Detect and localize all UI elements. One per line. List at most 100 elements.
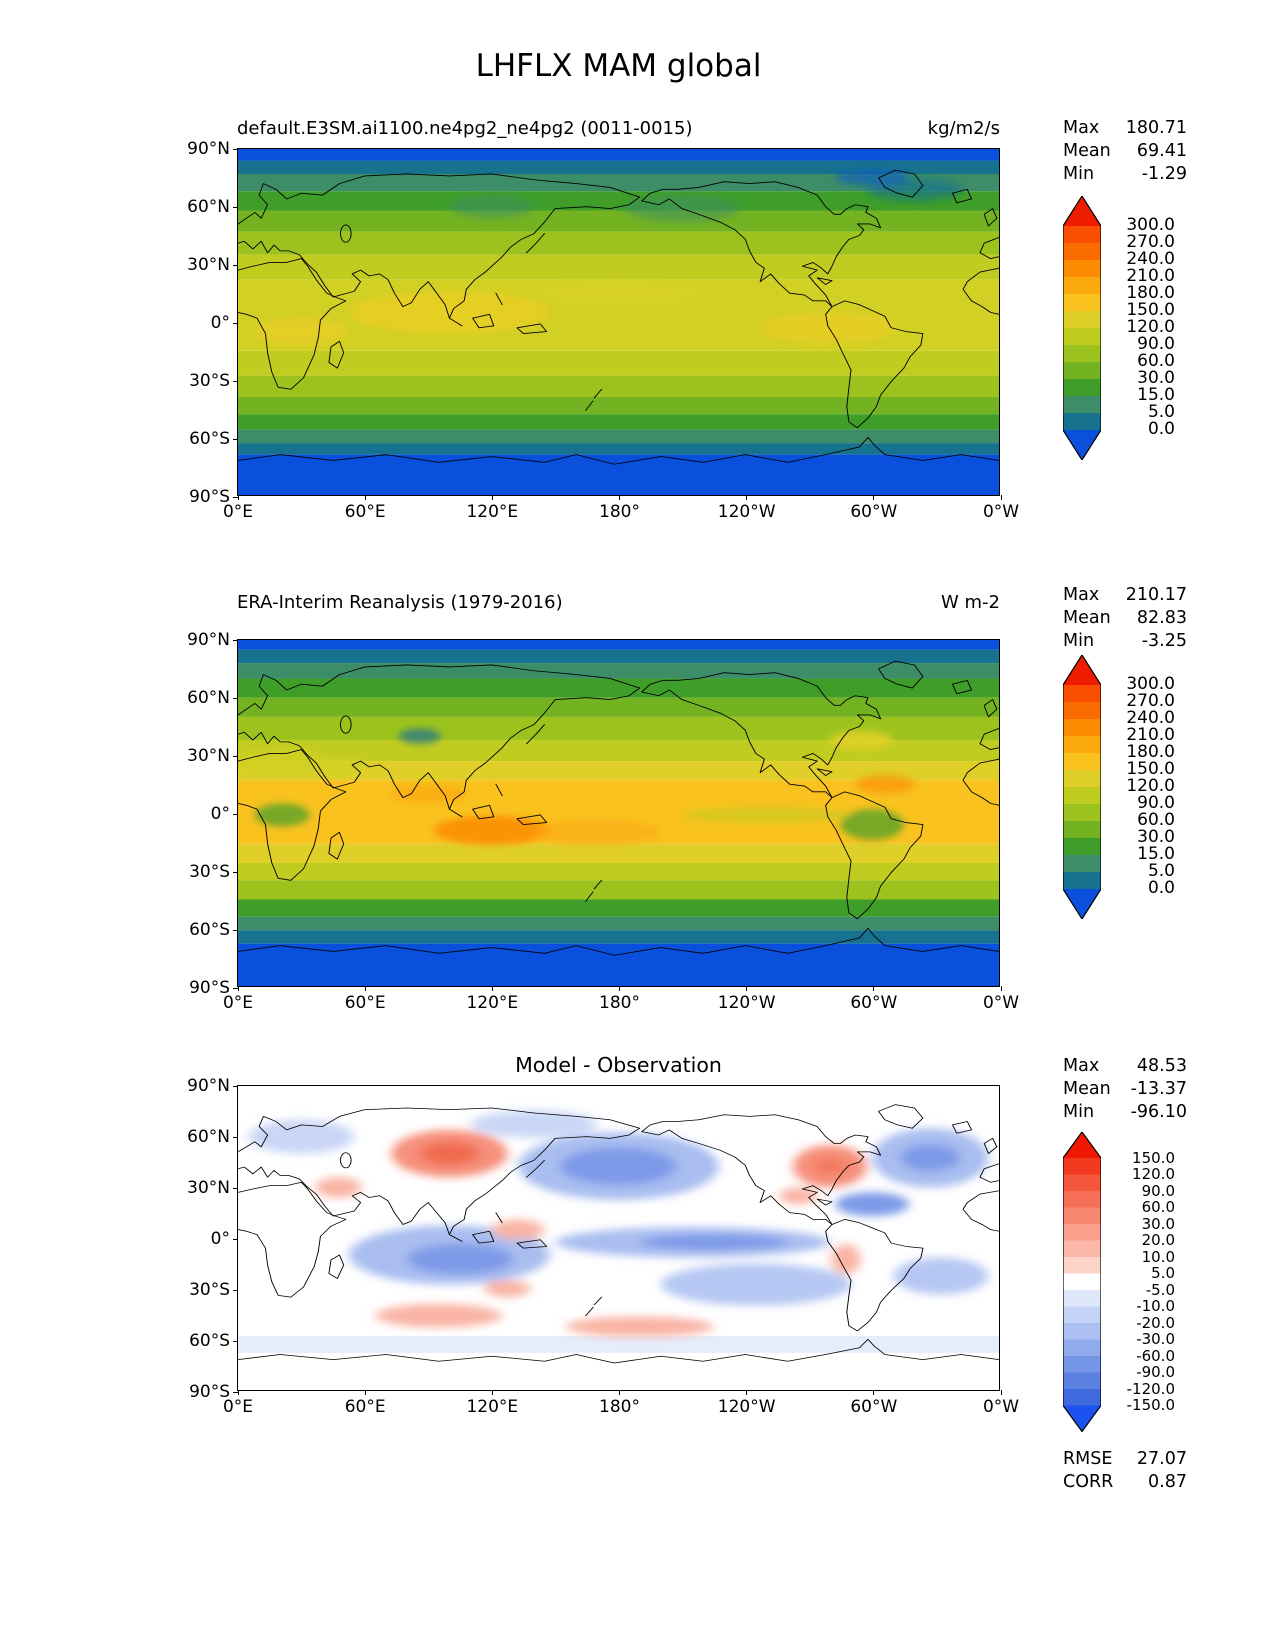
y-tick-label: 30°S [189, 371, 230, 391]
stat-label: Mean [1063, 141, 1111, 161]
stat-row-min: Min -96.10 [1063, 1102, 1187, 1125]
colorbar-tick-label: 90.0 [1137, 334, 1175, 355]
y-axis-tick [233, 987, 238, 989]
panel1-map-field [238, 149, 999, 495]
y-tick-label: 0° [210, 1229, 230, 1249]
x-axis-tick [237, 1390, 239, 1395]
x-axis-tick [237, 495, 239, 500]
stat-label: Min [1063, 631, 1095, 651]
colorbar-tick-label: 300.0 [1126, 674, 1175, 695]
colorbar-tick-label: 150.0 [1126, 759, 1175, 780]
x-tick-label: 0°W [982, 502, 1020, 522]
panel2-stats: Max 210.17 Mean 82.83 Min -3.25 [1063, 585, 1187, 654]
y-tick-label: 0° [210, 804, 230, 824]
colorbar-tick-label: -90.0 [1136, 1363, 1175, 1382]
colorbar-tick-label: 240.0 [1126, 708, 1175, 729]
x-tick-label: 120°E [466, 993, 519, 1013]
stat-label: Min [1063, 164, 1095, 184]
y-tick-label: 60°N [187, 688, 230, 708]
metric-label: CORR [1063, 1472, 1114, 1492]
metric-row-rmse: RMSE 27.07 [1063, 1449, 1187, 1472]
y-axis-tick [233, 929, 238, 931]
y-axis-tick [233, 1187, 238, 1189]
x-tick-label: 60°E [344, 1397, 386, 1417]
colorbar-tick-label: 180.0 [1126, 283, 1175, 304]
colorbar-tick-label: 120.0 [1126, 317, 1175, 338]
y-axis-tick [233, 871, 238, 873]
panel1-header: default.E3SM.ai1100.ne4pg2_ne4pg2 (0011-… [237, 118, 1000, 139]
x-axis-tick [746, 495, 748, 500]
colorbar-tick-label: -30.0 [1136, 1330, 1175, 1349]
colorbar-tick-label: 0.0 [1147, 878, 1175, 899]
y-tick-label: 60°S [189, 920, 230, 940]
colorbar-tick-label: 5.0 [1151, 1264, 1175, 1283]
y-axis-tick [233, 1085, 238, 1087]
panel1-stats: Max 180.71 Mean 69.41 Min -1.29 [1063, 118, 1187, 187]
x-tick-label: 0°W [982, 993, 1020, 1013]
y-axis-tick [233, 148, 238, 150]
panel2-field-blobs [238, 728, 915, 846]
x-tick-label: 120°W [717, 502, 776, 522]
colorbar-tick-label: 15.0 [1137, 385, 1175, 406]
y-axis-tick [233, 639, 238, 641]
stat-label: Max [1063, 585, 1100, 605]
panel2-map-field [238, 640, 999, 986]
x-axis-tick [237, 986, 239, 991]
colorbar-tick-label: 5.0 [1147, 861, 1175, 882]
stat-row-mean: Mean 69.41 [1063, 141, 1187, 164]
stat-label: Min [1063, 1102, 1095, 1122]
y-tick-label: 30°S [189, 1280, 230, 1300]
y-tick-label: 60°S [189, 429, 230, 449]
panel2-map: 0°E 60°E 120°E 180° 120°W 60°W 0°W 90°N 60°N 30°N… [187, 630, 1019, 1013]
y-axis-tick [233, 1340, 238, 1342]
x-tick-label: 60°W [850, 1397, 898, 1417]
y-tick-label: 60°S [189, 1331, 230, 1351]
x-tick-label: 0°E [222, 502, 254, 522]
colorbar-tick-label: -60.0 [1136, 1346, 1175, 1365]
y-axis-tick [233, 496, 238, 498]
y-tick-label: 90°S [189, 978, 230, 998]
colorbar-tick-label: -20.0 [1136, 1313, 1175, 1332]
colorbar-tick-label: 10.0 [1141, 1247, 1175, 1266]
y-axis-tick [233, 1238, 238, 1240]
y-tick-label: 60°N [187, 197, 230, 217]
colorbar-tick-label: 60.0 [1137, 351, 1175, 372]
y-axis-tick [233, 1289, 238, 1291]
y-axis-tick [233, 1136, 238, 1138]
panel3-title: Model - Observation [515, 1053, 722, 1077]
x-tick-label: 60°W [850, 993, 898, 1013]
x-axis-tick [619, 495, 620, 500]
colorbar-tick-label: 0.0 [1147, 419, 1175, 440]
panel2-title: ERA-Interim Reanalysis (1979-2016) [237, 592, 563, 613]
colorbar-tick-label: 120.0 [1126, 776, 1175, 797]
panel3-field-blobs [248, 1110, 989, 1337]
stat-row-min: Min -1.29 [1063, 164, 1187, 187]
panel2-header: ERA-Interim Reanalysis (1979-2016) W m-2 [237, 592, 1000, 613]
stat-row-max: Max 48.53 [1063, 1056, 1187, 1079]
colorbar-bar [1062, 653, 1102, 921]
x-axis-tick [873, 1390, 875, 1395]
colorbar-tick-label: 150.0 [1126, 300, 1175, 321]
panel3-map-field [238, 1086, 999, 1390]
colorbar-bar [1062, 1130, 1102, 1433]
colorbar-tick-label: 60.0 [1137, 810, 1175, 831]
x-axis-tick [364, 986, 366, 991]
y-axis-tick [233, 206, 238, 208]
x-axis-tick [746, 1390, 748, 1395]
y-tick-label: 90°N [187, 630, 230, 650]
x-tick-label: 0°W [982, 1397, 1020, 1417]
panel3-stats: Max 48.53 Mean -13.37 Min -96.10 [1063, 1056, 1187, 1125]
panel1-colorbar: 300.0 270.0 240.0 210.0 180.0 150.0 120.0 90.0 6… [1062, 194, 1175, 464]
y-tick-label: 90°N [187, 139, 230, 159]
x-axis-tick [364, 495, 366, 500]
x-axis-tick [619, 1390, 620, 1395]
colorbar-tick-label: -120.0 [1126, 1379, 1175, 1398]
stat-value: 69.41 [1136, 141, 1187, 161]
x-tick-label: 60°E [344, 502, 386, 522]
colorbar-tick-label: 120.0 [1132, 1165, 1175, 1184]
colorbar-tick-label: 150.0 [1132, 1148, 1175, 1167]
stat-value: -96.10 [1130, 1102, 1187, 1122]
x-tick-label: 120°W [717, 993, 776, 1013]
stat-row-mean: Mean -13.37 [1063, 1079, 1187, 1102]
